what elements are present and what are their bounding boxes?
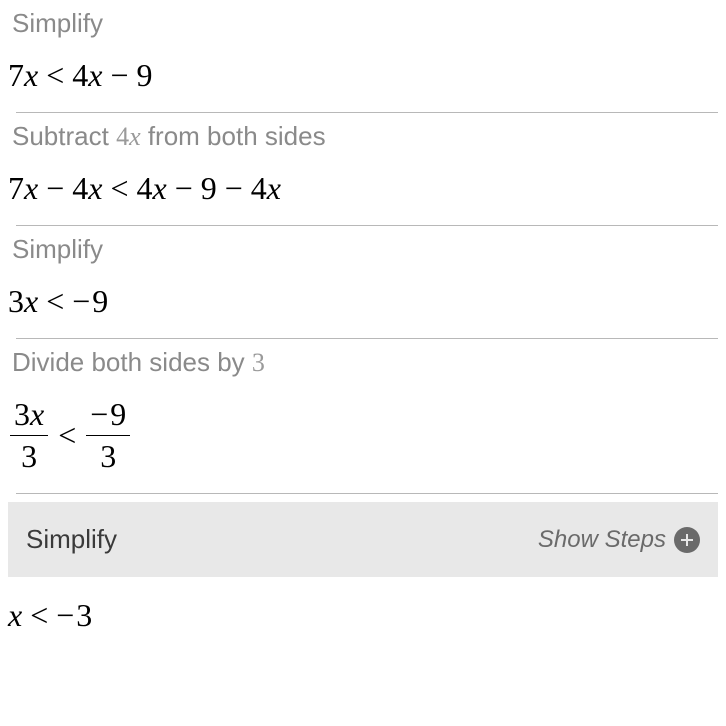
step-3: Simplify 3x<−9 bbox=[0, 226, 726, 338]
expandable-label: Simplify bbox=[26, 524, 117, 555]
step-2-label: Subtract 4x from both sides bbox=[8, 121, 718, 152]
step-2: Subtract 4x from both sides 7x−4x<4x−9−4… bbox=[0, 113, 726, 225]
expandable-step[interactable]: Simplify Show Steps bbox=[8, 502, 718, 577]
step-1-equation: 7x<4x−9 bbox=[8, 57, 718, 94]
final-equation: x<−3 bbox=[8, 597, 718, 634]
plus-icon bbox=[674, 527, 700, 553]
step-4-label: Divide both sides by 3 bbox=[8, 347, 718, 378]
show-steps-text: Show Steps bbox=[538, 526, 666, 554]
final-step: x<−3 bbox=[0, 589, 726, 642]
step-4: Divide both sides by 3 3x3<−93 bbox=[0, 339, 726, 493]
step-1-label: Simplify bbox=[8, 8, 718, 39]
step-1: Simplify 7x<4x−9 bbox=[0, 0, 726, 112]
divider bbox=[16, 493, 718, 494]
step-3-label: Simplify bbox=[8, 234, 718, 265]
step-3-equation: 3x<−9 bbox=[8, 283, 718, 320]
show-steps-button[interactable]: Show Steps bbox=[538, 526, 700, 554]
step-2-equation: 7x−4x<4x−9−4x bbox=[8, 170, 718, 207]
step-4-equation: 3x3<−93 bbox=[8, 396, 718, 475]
